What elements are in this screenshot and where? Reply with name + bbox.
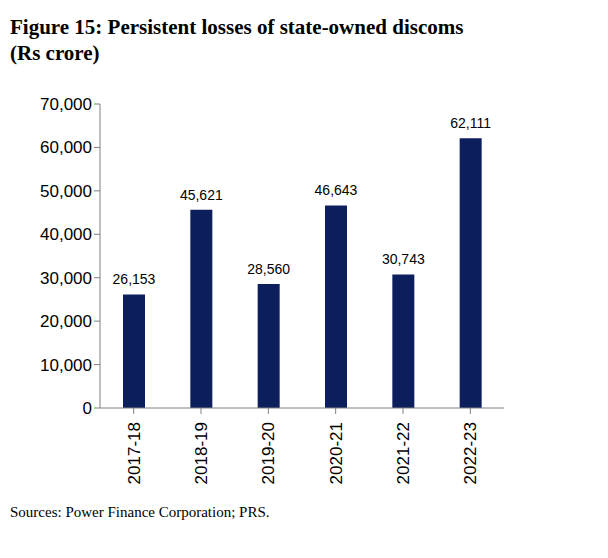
svg-text:28,560: 28,560 <box>247 261 290 277</box>
svg-text:62,111: 62,111 <box>450 115 491 131</box>
svg-text:2020-21: 2020-21 <box>327 422 346 484</box>
svg-text:26,153: 26,153 <box>113 271 156 287</box>
svg-text:20,000: 20,000 <box>40 312 92 331</box>
svg-text:2022-23: 2022-23 <box>461 422 480 484</box>
svg-text:30,000: 30,000 <box>40 269 92 288</box>
svg-text:50,000: 50,000 <box>40 182 92 201</box>
svg-text:70,000: 70,000 <box>40 95 92 114</box>
svg-text:2018-19: 2018-19 <box>192 422 211 484</box>
svg-text:46,643: 46,643 <box>315 182 358 198</box>
svg-text:10,000: 10,000 <box>40 356 92 375</box>
html-text:Figure 15: Persistent losses o: Figure 15: Persistent losses of state-ow… <box>10 15 464 65</box>
svg-text:30,743: 30,743 <box>382 251 425 267</box>
svg-text:0: 0 <box>83 399 92 418</box>
svg-text:2021-22: 2021-22 <box>394 422 413 484</box>
svg-text:60,000: 60,000 <box>40 138 92 157</box>
svg-text:2017-18: 2017-18 <box>125 422 144 484</box>
svg-text:40,000: 40,000 <box>40 225 92 244</box>
svg-text:45,621: 45,621 <box>180 187 223 203</box>
html-text:Sources: Power Finance Corpora: Sources: Power Finance Corporation; PRS. <box>10 504 270 520</box>
svg-text:2019-20: 2019-20 <box>259 422 278 484</box>
